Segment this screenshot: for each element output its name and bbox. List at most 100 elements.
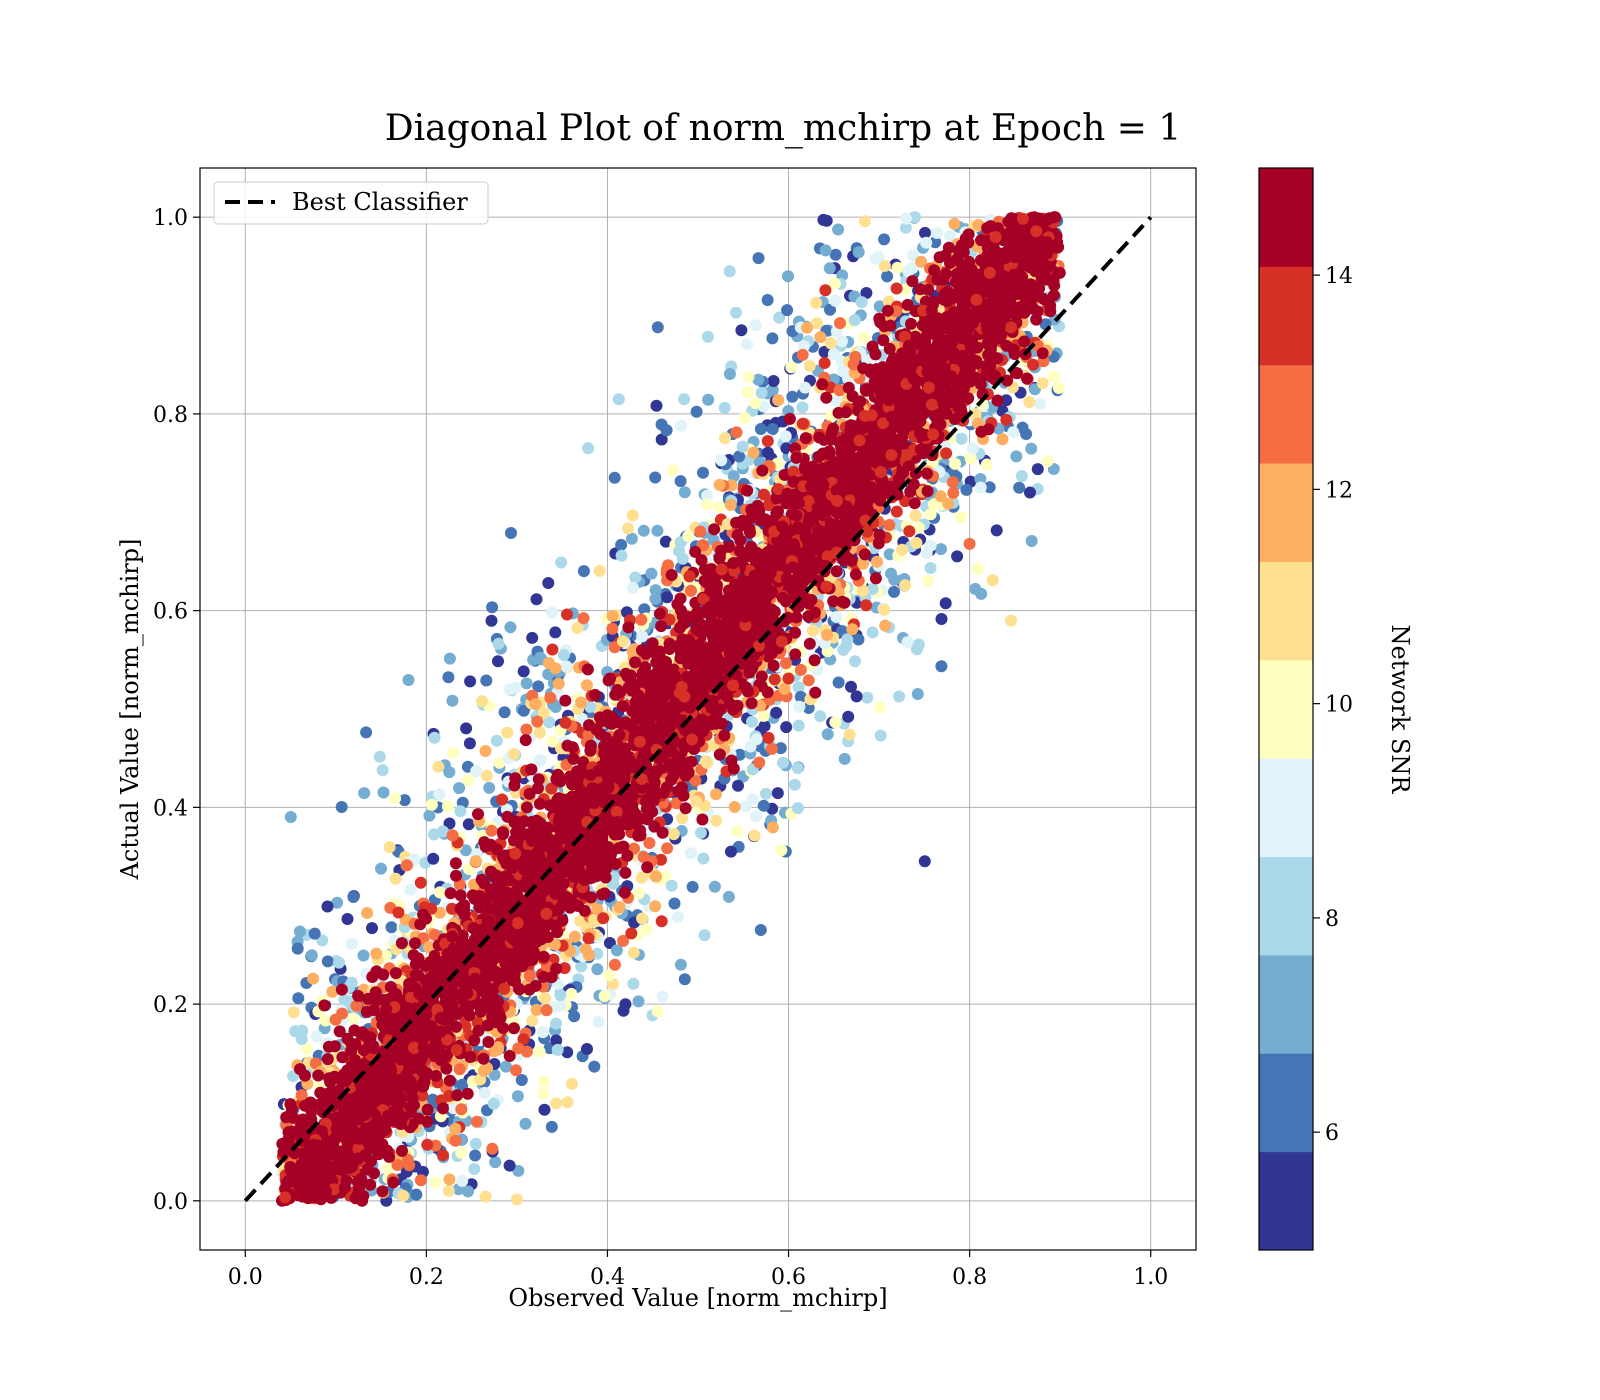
scatter-point	[428, 731, 441, 744]
scatter-point	[949, 457, 962, 470]
scatter-point	[819, 244, 832, 257]
scatter-point	[526, 1014, 539, 1027]
scatter-point	[794, 690, 807, 703]
scatter-point	[443, 817, 456, 830]
scatter-point	[508, 1022, 520, 1035]
scatter-point	[955, 432, 968, 445]
scatter-point	[772, 394, 785, 407]
scatter-point	[370, 947, 383, 960]
scatter-point	[796, 417, 809, 430]
scatter-point	[697, 466, 709, 479]
scatter-point	[814, 331, 827, 344]
scatter-point	[794, 663, 807, 676]
scatter-point	[636, 630, 649, 643]
scatter-point	[971, 562, 984, 575]
scatter-point	[310, 1030, 323, 1043]
scatter-point	[910, 537, 923, 549]
scatter-point	[792, 719, 805, 732]
scatter-point	[928, 498, 940, 511]
scatter-point	[796, 401, 809, 414]
scatter-point	[551, 1043, 564, 1056]
scatter-point	[350, 999, 363, 1012]
scatter-point	[295, 1033, 308, 1046]
scatter-point	[837, 643, 850, 656]
scatter-point	[382, 1162, 395, 1175]
scatter-point	[619, 998, 632, 1011]
scatter-point	[690, 795, 703, 808]
scatter-points	[276, 211, 1066, 1207]
scatter-point	[455, 1146, 468, 1159]
scatter-point	[389, 872, 402, 885]
scatter-point	[373, 750, 386, 763]
scatter-point	[618, 886, 631, 899]
scatter-point	[834, 317, 846, 330]
scatter-point	[360, 726, 373, 739]
scatter-point	[796, 348, 809, 361]
scatter-point	[701, 756, 714, 769]
scatter-point	[577, 565, 590, 578]
scatter-point	[588, 913, 600, 926]
scatter-point	[850, 690, 863, 703]
scatter-point	[464, 675, 477, 688]
scatter-point	[504, 621, 517, 634]
scatter-point	[728, 801, 741, 813]
scatter-point	[715, 454, 728, 467]
scatter-point	[443, 652, 456, 665]
scatter-point	[433, 886, 446, 899]
scatter-point	[461, 1087, 474, 1100]
scatter-point	[581, 679, 593, 692]
scatter-point	[675, 419, 688, 432]
scatter-point	[890, 282, 903, 295]
scatter-point	[520, 723, 533, 736]
scatter-point	[533, 726, 546, 739]
scatter-point	[396, 1144, 408, 1157]
scatter-point	[749, 319, 762, 332]
scatter-point	[678, 486, 691, 499]
scatter-point	[701, 489, 714, 502]
scatter-point	[519, 734, 532, 747]
scatter-point	[402, 674, 415, 686]
scatter-point	[530, 1003, 543, 1016]
scatter-point	[702, 393, 715, 406]
scatter-point	[549, 662, 562, 675]
scatter-point	[735, 324, 748, 337]
scatter-point	[656, 990, 669, 1003]
scatter-point	[510, 1064, 522, 1077]
scatter-point	[832, 676, 845, 689]
scatter-point	[899, 283, 912, 296]
scatter-point	[838, 752, 851, 765]
scatter-point	[651, 524, 664, 537]
scatter-point	[678, 973, 691, 986]
scatter-point	[442, 671, 455, 684]
scatter-point	[960, 483, 973, 496]
scatter-point	[724, 498, 737, 511]
scatter-point	[426, 1093, 439, 1106]
scatter-point	[615, 549, 628, 562]
scatter-point	[710, 788, 722, 801]
scatter-point	[920, 236, 933, 249]
scatter-point	[948, 217, 961, 230]
scatter-point	[674, 475, 687, 488]
scatter-point	[799, 381, 811, 394]
scatter-point	[935, 613, 948, 625]
scatter-point	[565, 1077, 578, 1090]
scatter-point	[788, 778, 801, 791]
scatter-point	[966, 442, 979, 455]
scatter-point	[672, 545, 685, 558]
scatter-point	[469, 1149, 482, 1162]
scatter-point	[446, 694, 459, 707]
scatter-point	[663, 613, 676, 626]
scatter-point	[793, 700, 806, 713]
scatter-point	[694, 826, 707, 839]
scatter-point	[454, 805, 467, 818]
scatter-point	[736, 440, 749, 453]
scatter-point	[617, 934, 630, 947]
scatter-point	[496, 793, 509, 806]
scatter-point	[485, 614, 498, 627]
scatter-point	[1052, 382, 1065, 394]
scatter-point	[536, 1026, 549, 1039]
scatter-point	[659, 535, 672, 548]
scatter-point	[520, 801, 533, 814]
scatter-point	[561, 608, 573, 621]
scatter-point	[459, 844, 472, 857]
